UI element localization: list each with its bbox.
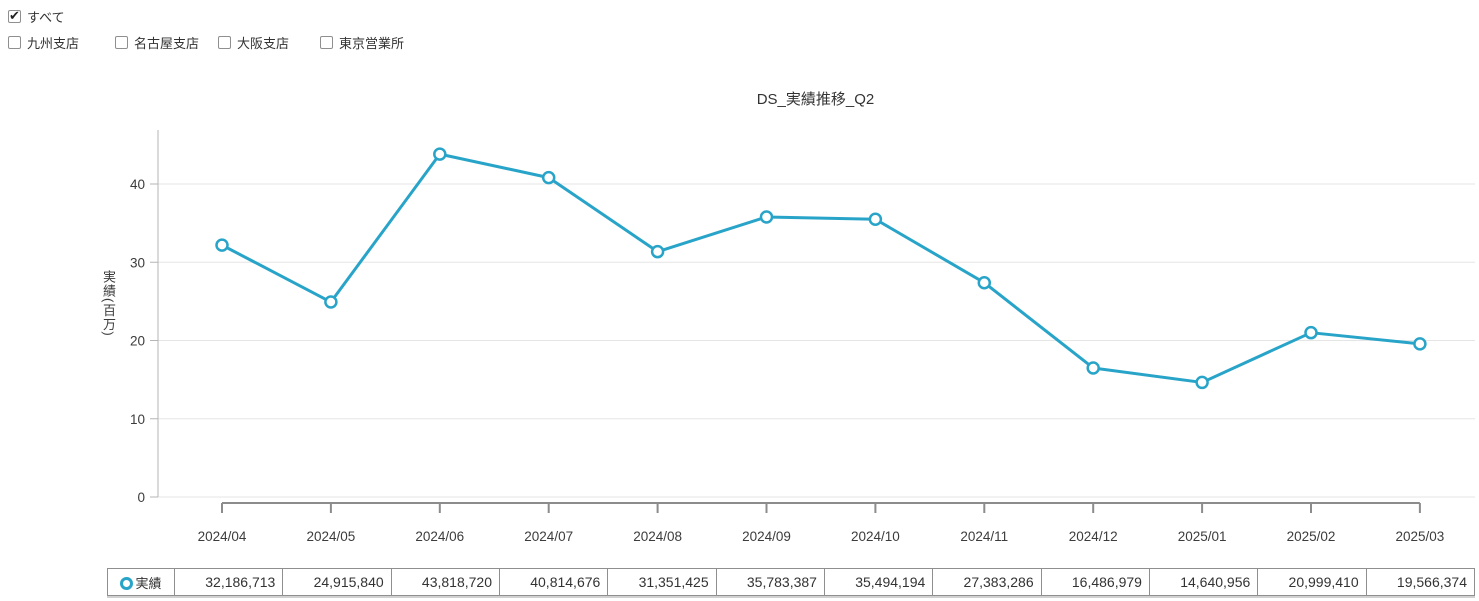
data-point-11[interactable] bbox=[1413, 337, 1427, 351]
value-cell-2: 43,818,720 bbox=[390, 568, 500, 596]
data-point-6[interactable] bbox=[868, 212, 883, 227]
data-point-10[interactable] bbox=[1304, 325, 1318, 340]
x-tick-label-2: 2024/06 bbox=[415, 529, 464, 544]
data-point-3[interactable] bbox=[541, 170, 556, 185]
x-tick-label-3: 2024/07 bbox=[524, 529, 573, 544]
x-tick-label-6: 2024/10 bbox=[851, 529, 900, 544]
filter-label-branch-1: 名古屋支店 bbox=[134, 35, 200, 51]
data-point-1[interactable] bbox=[324, 295, 338, 309]
filter-item-branch-1[interactable]: 名古屋支店 bbox=[115, 34, 200, 51]
y-axis-title: 実績(百万) bbox=[101, 270, 116, 337]
value-cell-11: 19,566,374 bbox=[1365, 568, 1476, 596]
filter-item-branch-3[interactable]: 東京営業所 bbox=[320, 34, 405, 51]
branch-filter-group: すべて 九州支店 名古屋支店 大阪支店 東京営業所 bbox=[0, 0, 1479, 60]
x-tick-label-7: 2024/11 bbox=[960, 529, 1008, 544]
value-cell-4: 31,351,425 bbox=[607, 568, 717, 596]
value-cell-5: 35,783,387 bbox=[715, 568, 825, 596]
y-tick-label-20: 20 bbox=[130, 334, 145, 349]
data-point-4[interactable] bbox=[650, 244, 665, 259]
filter-item-branch-0[interactable]: 九州支店 bbox=[8, 34, 80, 51]
filter-label-branch-2: 大阪支店 bbox=[237, 35, 290, 51]
data-point-5[interactable] bbox=[759, 210, 774, 224]
x-axis-line bbox=[221, 502, 1421, 513]
y-tick-label-30: 30 bbox=[130, 255, 145, 270]
data-point-8[interactable] bbox=[1086, 361, 1100, 375]
series-line bbox=[220, 152, 1422, 384]
legend-cell: 実績 bbox=[107, 568, 175, 596]
checkbox-all-checked[interactable] bbox=[8, 8, 21, 24]
data-point-0[interactable] bbox=[215, 238, 229, 252]
data-point-9[interactable] bbox=[1195, 375, 1209, 390]
filter-label-branch-0: 九州支店 bbox=[27, 35, 80, 51]
series-data-table: 実績 32,186,713 24,915,840 43,818,720 40,814,… bbox=[107, 568, 1476, 596]
filter-item-all[interactable]: すべて bbox=[8, 8, 65, 25]
chart-title: DS_実績推移_Q2 bbox=[756, 91, 875, 108]
value-cell-3: 40,814,676 bbox=[498, 568, 609, 596]
value-cell-9: 14,640,956 bbox=[1148, 568, 1259, 596]
table-row: 実績 32,186,713 24,915,840 43,818,720 40,814,… bbox=[107, 568, 1476, 596]
checkbox-branch-2[interactable] bbox=[218, 35, 231, 49]
checkbox-branch-0[interactable] bbox=[8, 35, 21, 49]
legend-label: 実績 bbox=[135, 575, 162, 591]
filter-label-branch-3: 東京営業所 bbox=[339, 35, 405, 51]
value-cell-7: 27,383,286 bbox=[932, 568, 1042, 596]
value-cell-10: 20,999,410 bbox=[1257, 568, 1367, 596]
series-marker-icon bbox=[120, 576, 134, 590]
value-cell-6: 35,494,194 bbox=[823, 568, 934, 596]
checkbox-branch-3[interactable] bbox=[320, 35, 333, 49]
x-tick-label-9: 2025/01 bbox=[1178, 529, 1227, 544]
value-cell-1: 24,915,840 bbox=[282, 568, 392, 596]
x-tick-label-1: 2024/05 bbox=[306, 529, 355, 544]
x-tick-label-4: 2024/08 bbox=[633, 529, 682, 544]
y-tick-label-0: 0 bbox=[137, 490, 145, 505]
x-tick-label-5: 2024/09 bbox=[742, 529, 791, 544]
filter-item-branch-2[interactable]: 大阪支店 bbox=[218, 34, 290, 51]
value-cell-8: 16,486,979 bbox=[1040, 568, 1150, 596]
x-tick-label-10: 2025/02 bbox=[1287, 529, 1336, 544]
x-tick-label-8: 2024/12 bbox=[1069, 529, 1118, 544]
checkbox-branch-1[interactable] bbox=[115, 35, 128, 49]
x-tick-label-11: 2025/03 bbox=[1395, 529, 1444, 544]
filter-label-all: すべて bbox=[27, 9, 65, 25]
data-point-7[interactable] bbox=[977, 275, 992, 290]
value-cell-0: 32,186,713 bbox=[173, 568, 284, 596]
y-tick-label-10: 10 bbox=[130, 412, 145, 427]
data-point-2[interactable] bbox=[433, 147, 447, 161]
x-tick-label-0: 2024/04 bbox=[198, 529, 247, 544]
y-tick-label-40: 40 bbox=[130, 177, 145, 192]
